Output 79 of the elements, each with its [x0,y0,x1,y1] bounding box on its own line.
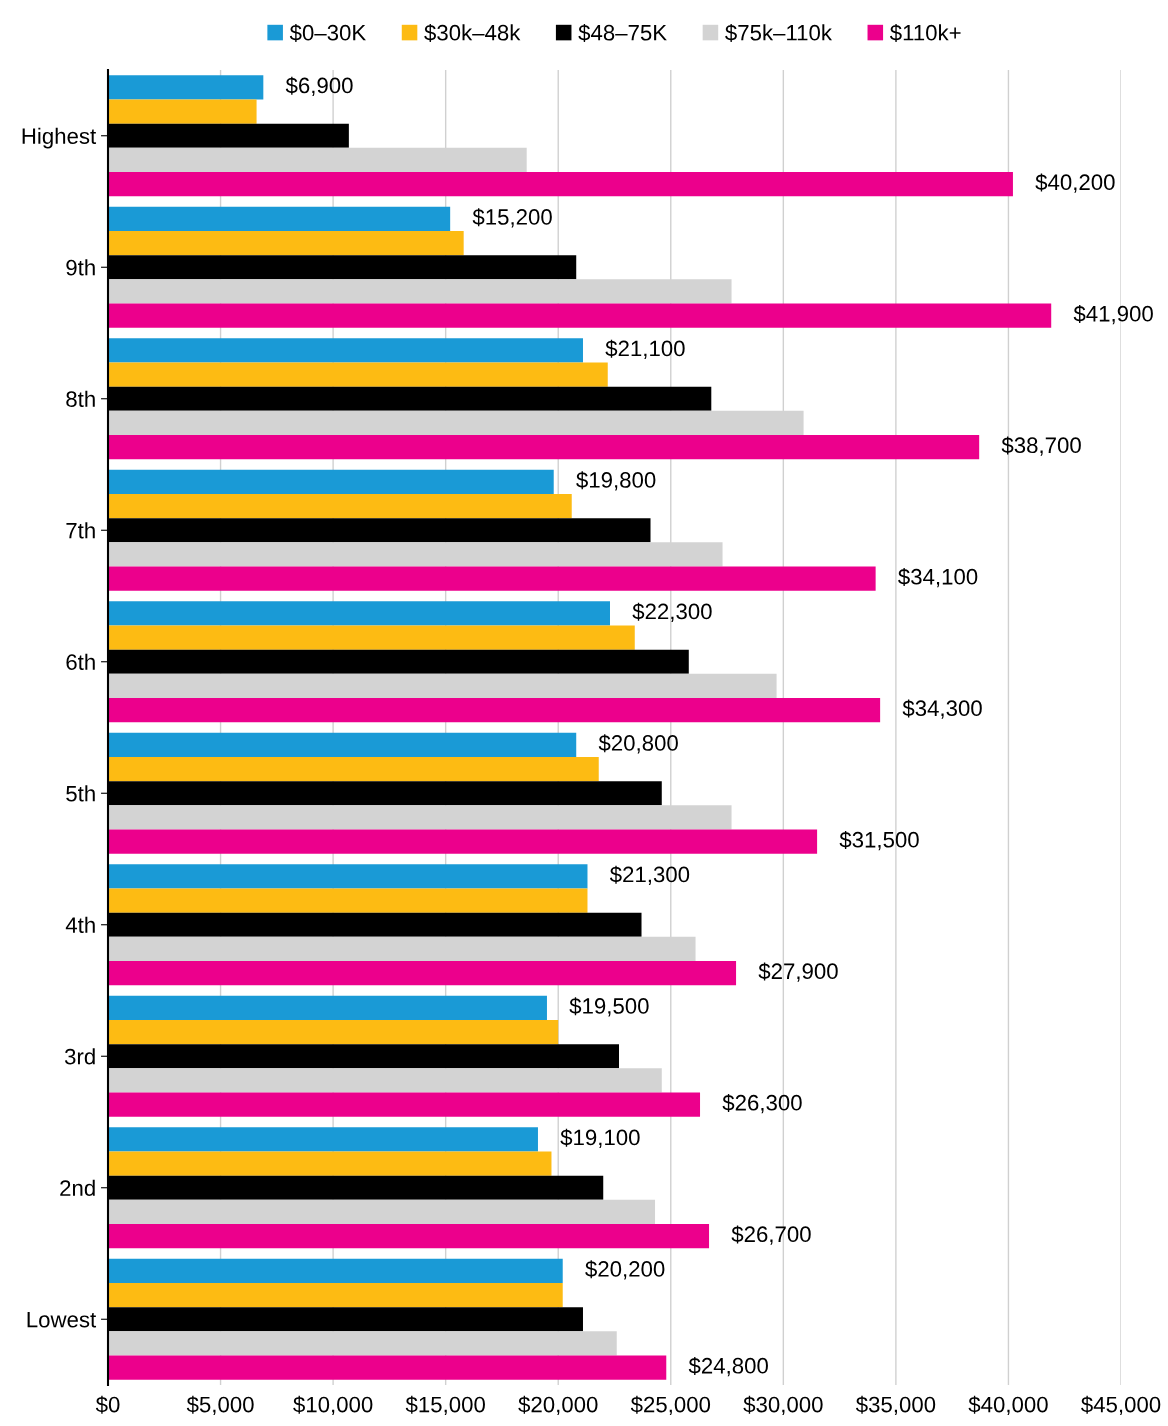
bar [108,829,818,854]
bar [108,1282,563,1308]
data-label: $31,500 [839,830,919,851]
bar [108,75,264,100]
bar [108,1151,552,1176]
data-label: $41,900 [1073,304,1153,325]
data-label: $38,700 [1001,436,1081,456]
x-tick-label: $30,000 [743,1395,823,1416]
bar [108,362,608,387]
bar [108,338,583,363]
legend-label: $110k+ [889,23,961,42]
data-label: $21,300 [609,865,690,885]
y-tick-label: Lowest [27,1312,97,1328]
y-tick-label: 3rd [64,1048,95,1065]
x-tick-label: $40,000 [968,1395,1048,1416]
bar [108,1355,667,1380]
y-tick-label: Highest [22,127,97,149]
bar [108,698,881,723]
bar [108,172,1013,197]
y-tick-label: 5th [66,785,95,802]
bar [108,673,777,699]
bar [108,435,980,460]
bar [108,566,876,591]
bar [108,1127,538,1152]
y-tick-label: 7th [66,522,95,539]
data-label: $24,800 [688,1356,768,1377]
bar [108,493,572,519]
bar [108,1224,710,1249]
data-label: $26,300 [722,1093,802,1114]
data-label: $22,300 [632,602,712,622]
bar [108,1068,662,1093]
bar [108,961,737,986]
data-label: $21,100 [605,339,685,359]
legend-label: $48–75K [578,23,667,42]
bar [108,206,451,231]
y-tick-label: 6th [66,653,95,671]
data-label: $40,200 [1035,173,1115,193]
data-label: $20,200 [585,1260,665,1280]
data-label: $34,100 [898,567,978,588]
data-label: $6,900 [285,76,353,96]
bar [108,601,610,626]
x-tick-label: $45,000 [1081,1395,1161,1416]
data-label: $15,200 [472,208,552,228]
bar [108,1092,701,1117]
data-label: $34,300 [902,699,982,719]
y-tick-label: 9th [66,259,95,276]
x-tick-label: $15,000 [405,1395,485,1416]
bar [108,1019,559,1045]
x-tick-label: $10,000 [293,1395,373,1416]
y-tick-label: 4th [65,916,95,933]
bar [108,756,599,782]
bar [108,230,464,256]
x-tick-label: $25,000 [630,1395,711,1416]
bar [108,1258,563,1283]
data-label: $19,500 [569,997,649,1017]
x-tick-label: $35,000 [855,1395,936,1416]
bar [108,99,257,124]
y-tick-label: 8th [66,390,95,408]
data-label: $19,100 [560,1128,640,1148]
data-label: $20,800 [598,734,678,754]
bar [108,1199,656,1225]
bar [108,469,554,494]
bar [108,1331,617,1356]
data-label: $26,700 [731,1225,811,1245]
bar [108,303,1052,328]
bar [108,864,588,889]
legend-label: $30k–48k [424,23,521,42]
bar [108,625,635,650]
x-tick-label: $0 [95,1395,120,1414]
y-tick-label: 2nd [60,1179,95,1197]
x-tick-label: $5,000 [186,1395,254,1416]
x-tick-label: $20,000 [518,1395,598,1416]
data-label: $27,900 [758,962,838,982]
data-label: $19,800 [576,471,656,491]
legend-label: $0–30K [289,23,366,42]
bar [108,732,577,757]
bar [108,995,547,1020]
legend-label: $75k–110k [725,23,833,42]
bar [108,888,588,913]
